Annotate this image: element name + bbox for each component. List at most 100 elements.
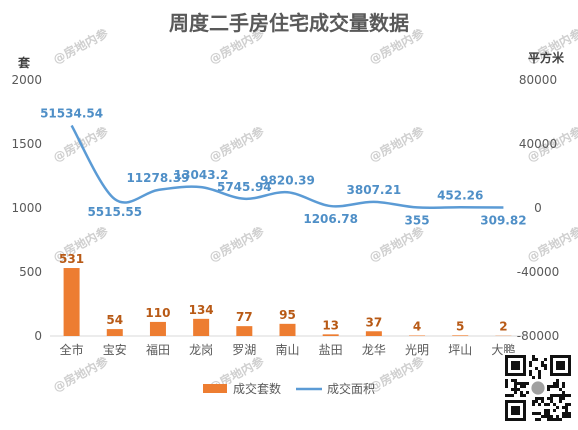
qr-module <box>517 388 520 391</box>
bar-series <box>63 268 512 336</box>
bar <box>106 329 123 336</box>
qr-module <box>562 385 565 388</box>
qr-module <box>505 379 508 382</box>
qr-module <box>535 400 538 403</box>
qr-module <box>568 403 571 406</box>
line-value-label: 9820.39 <box>260 173 315 187</box>
qr-module <box>529 370 532 373</box>
qr-module <box>547 385 550 388</box>
watermark-text: @房地内参 <box>366 223 427 265</box>
bar <box>409 335 426 336</box>
qr-module <box>529 364 532 367</box>
qr-module <box>532 400 535 403</box>
qr-module <box>520 394 523 397</box>
qr-module <box>550 400 553 403</box>
qr-module <box>538 376 541 379</box>
bar <box>149 321 166 336</box>
qr-module <box>544 364 547 367</box>
left-tick-label: 1000 <box>11 201 42 215</box>
bar <box>193 318 210 336</box>
qr-module <box>523 385 526 388</box>
qr-module <box>514 385 517 388</box>
bar-value-label: 54 <box>106 313 123 327</box>
bar <box>365 331 382 336</box>
qr-module <box>511 388 514 391</box>
qr-module <box>547 412 550 415</box>
qr-module <box>559 418 562 421</box>
qr-module <box>529 361 532 364</box>
qr-module <box>541 397 544 400</box>
qr-module <box>562 397 565 400</box>
qr-module <box>562 412 565 415</box>
bar-value-label: 531 <box>59 252 84 266</box>
qr-module <box>532 355 535 358</box>
qr-module <box>541 361 544 364</box>
qr-module <box>505 394 508 397</box>
bar <box>322 334 339 336</box>
qr-module <box>538 403 541 406</box>
qr-module <box>541 364 544 367</box>
qr-module <box>562 382 565 385</box>
qr-module <box>556 385 559 388</box>
qr-module <box>532 403 535 406</box>
watermark-text: @房地内参 <box>50 25 111 67</box>
qr-module <box>529 373 532 376</box>
right-tick-label: 0 <box>534 201 542 215</box>
qr-module <box>514 391 517 394</box>
qr-module <box>559 397 562 400</box>
qr-logo <box>531 381 545 395</box>
qr-module <box>544 403 547 406</box>
qr-module <box>568 415 571 418</box>
bar-value-label: 5 <box>456 319 464 333</box>
line-value-label: 11278.39 <box>126 171 189 185</box>
watermark-text: @房地内参 <box>206 123 267 165</box>
qr-module <box>514 379 517 382</box>
qr-module <box>556 418 559 421</box>
watermark-text: @房地内参 <box>524 223 578 265</box>
x-tick-label: 坪山 <box>448 343 472 357</box>
qr-module <box>526 391 529 394</box>
bar-value-label: 37 <box>366 315 383 329</box>
line-series <box>70 124 504 210</box>
qr-module <box>565 403 568 406</box>
qr-module <box>541 415 544 418</box>
left-axis-unit: 套 <box>17 55 31 70</box>
qr-module <box>565 406 568 409</box>
chart-title: 周度二手房住宅成交量数据 <box>169 11 409 35</box>
qr-module <box>535 358 538 361</box>
right-tick-label: 40000 <box>519 137 557 151</box>
bar <box>63 268 80 336</box>
qr-module <box>550 397 553 400</box>
qr-module <box>526 382 529 385</box>
qr-module <box>514 388 517 391</box>
qr-module <box>559 394 562 397</box>
qr-module <box>556 406 559 409</box>
x-tick-label: 南山 <box>275 342 299 357</box>
qr-module <box>520 385 523 388</box>
qr-module <box>535 397 538 400</box>
line-value-label: 5745.94 <box>217 180 272 194</box>
qr-module <box>547 403 550 406</box>
watermark-text: @房地内参 <box>366 123 427 165</box>
qr-module <box>544 367 547 370</box>
line-value-label: 3807.21 <box>347 183 402 197</box>
qr-module <box>511 394 514 397</box>
qr-module <box>532 358 535 361</box>
x-tick-label: 宝安 <box>103 342 127 357</box>
qr-module <box>535 418 538 421</box>
data-labels: 531 54 110 134 77 95 13 37 4 5 2 51534.54 5515.55 112… <box>40 107 526 334</box>
line-value-label: 51534.54 <box>40 107 103 121</box>
x-tick-label: 光明 <box>405 343 429 357</box>
qr-module <box>559 388 562 391</box>
bar-value-label: 4 <box>413 319 421 333</box>
qr-module <box>538 373 541 376</box>
line-value-label: 309.82 <box>480 214 526 228</box>
right-tick-label: 80000 <box>519 73 557 87</box>
qr-finder-core <box>556 361 565 370</box>
qr-module <box>547 409 550 412</box>
line-value-label: 13043.2 <box>174 168 229 182</box>
qr-finder-core <box>511 406 520 415</box>
left-tick-label: 2000 <box>11 73 42 87</box>
qr-module <box>544 409 547 412</box>
qr-module <box>550 418 553 421</box>
